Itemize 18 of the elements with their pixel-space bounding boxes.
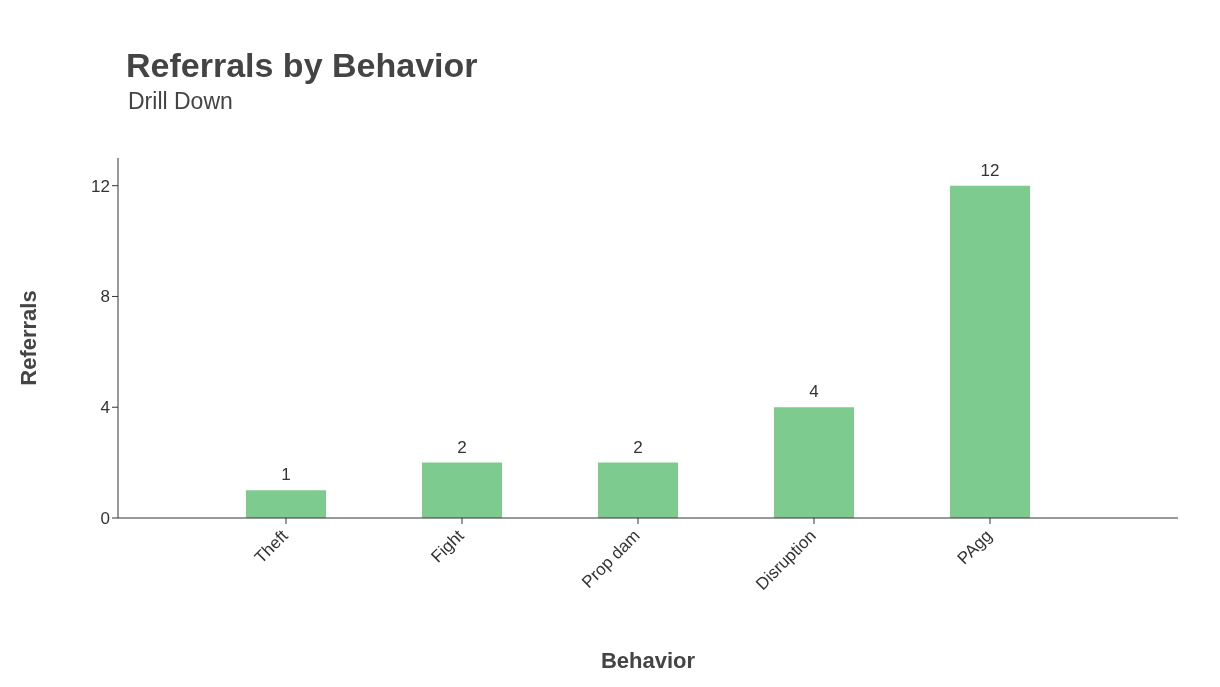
data-label: 2: [633, 437, 643, 457]
bar: [246, 490, 326, 518]
bar: [598, 462, 678, 518]
bar: [422, 462, 502, 518]
data-label: 4: [809, 382, 819, 402]
chart-subtitle: Drill Down: [128, 88, 233, 115]
y-tick-label: 4: [100, 398, 110, 418]
y-tick-label: 0: [100, 509, 110, 529]
data-label: 12: [980, 160, 1000, 180]
bar: [774, 407, 854, 518]
y-tick-label: 8: [100, 287, 110, 307]
y-axis-title: Referrals: [15, 290, 41, 386]
chart-title: Referrals by Behavior: [126, 46, 478, 85]
x-axis-title: Behavior: [600, 648, 696, 673]
bar: [950, 185, 1030, 518]
data-label: 1: [281, 465, 291, 485]
data-label: 2: [457, 437, 467, 457]
y-tick-label: 12: [91, 176, 110, 196]
